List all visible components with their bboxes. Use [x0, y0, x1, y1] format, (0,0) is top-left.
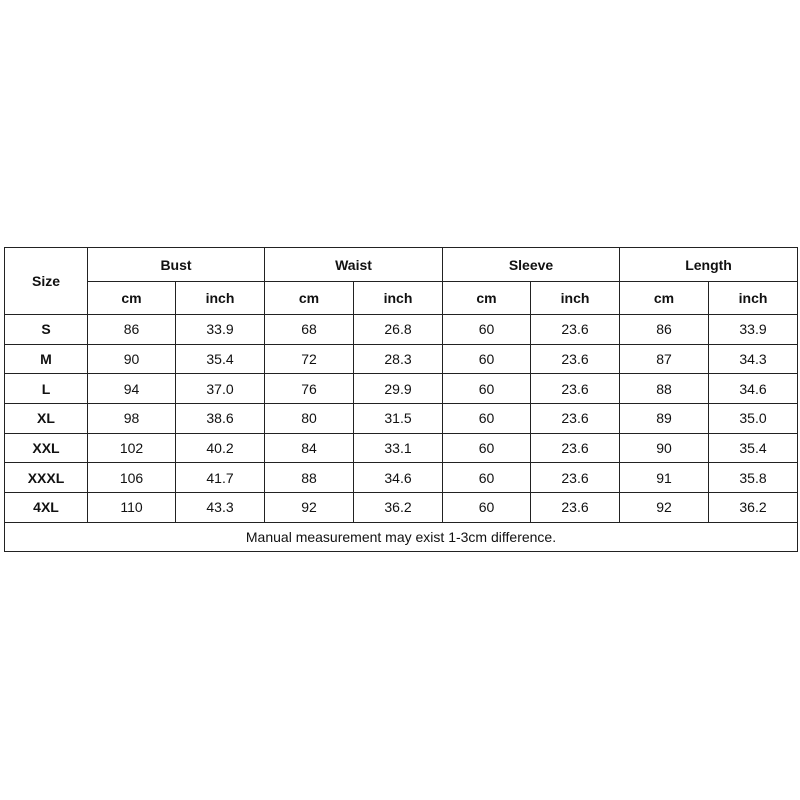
value-cell: 33.9 [175, 314, 265, 345]
value-cell: 90 [619, 432, 710, 464]
unit-header: inch [175, 281, 265, 315]
value-cell: 94 [87, 373, 176, 405]
header-row-groups: Size Bust Waist Sleeve Length [4, 247, 799, 315]
value-cell: 88 [264, 462, 354, 494]
value-cell: 89 [619, 403, 710, 434]
value-cell: 41.7 [175, 462, 265, 494]
size-cell: M [4, 343, 88, 375]
table-row: XXL 102 40.2 84 33.1 60 23.6 90 35.4 [4, 432, 799, 464]
table-row: M 90 35.4 72 28.3 60 23.6 87 34.3 [4, 343, 799, 375]
size-cell: XXL [4, 432, 88, 464]
table-row: XL 98 38.6 80 31.5 60 23.6 89 35.0 [4, 403, 799, 434]
value-cell: 34.6 [708, 373, 799, 405]
size-cell: 4XL [4, 492, 88, 523]
size-cell: XL [4, 403, 88, 434]
group-header-sleeve: Sleeve [442, 247, 621, 282]
unit-header: inch [352, 281, 444, 315]
note-row: Manual measurement may exist 1-3cm diffe… [3, 521, 799, 552]
value-cell: 92 [619, 492, 710, 523]
value-cell: 76 [264, 373, 354, 405]
group-header-length: Length [619, 247, 799, 282]
value-cell: 80 [264, 403, 354, 434]
group-header-bust: Bust [87, 247, 265, 282]
value-cell: 106 [87, 462, 176, 494]
size-cell: XXXL [4, 462, 88, 494]
size-cell: S [4, 314, 88, 345]
value-cell: 90 [87, 343, 176, 375]
unit-header: inch [708, 281, 799, 315]
value-cell: 60 [442, 343, 532, 375]
value-cell: 91 [619, 462, 710, 494]
unit-header: cm [87, 281, 176, 315]
size-cell: L [4, 373, 88, 405]
value-cell: 33.9 [708, 314, 799, 345]
value-cell: 23.6 [530, 314, 621, 345]
group-header-waist: Waist [263, 247, 444, 282]
value-cell: 23.6 [530, 432, 621, 464]
measurement-note: Manual measurement may exist 1-3cm diffe… [3, 521, 799, 552]
value-cell: 60 [442, 432, 532, 464]
unit-header: inch [530, 281, 621, 315]
value-cell: 36.2 [352, 492, 444, 523]
value-cell: 60 [442, 373, 532, 405]
size-chart-table: Size Bust Waist Sleeve Length cm inch cm… [3, 247, 799, 552]
size-header: Size [4, 247, 88, 315]
value-cell: 87 [619, 343, 710, 375]
value-cell: 72 [264, 343, 354, 375]
value-cell: 29.9 [352, 373, 444, 405]
value-cell: 86 [619, 314, 710, 345]
value-cell: 110 [87, 492, 176, 523]
value-cell: 23.6 [530, 492, 621, 523]
value-cell: 23.6 [530, 343, 621, 375]
value-cell: 28.3 [352, 343, 444, 375]
value-cell: 60 [442, 462, 532, 494]
value-cell: 38.6 [175, 403, 265, 434]
value-cell: 36.2 [708, 492, 799, 523]
value-cell: 40.2 [175, 432, 265, 464]
value-cell: 84 [264, 432, 354, 464]
table-row: L 94 37.0 76 29.9 60 23.6 88 34.6 [4, 373, 799, 405]
value-cell: 98 [87, 403, 176, 434]
value-cell: 26.8 [352, 314, 444, 345]
value-cell: 35.4 [175, 343, 265, 375]
value-cell: 60 [442, 403, 532, 434]
unit-header: cm [264, 281, 354, 315]
value-cell: 35.0 [708, 403, 799, 434]
table-row: 4XL 110 43.3 92 36.2 60 23.6 92 36.2 [4, 492, 799, 523]
value-cell: 88 [619, 373, 710, 405]
value-cell: 102 [87, 432, 176, 464]
value-cell: 60 [442, 492, 532, 523]
table-row: S 86 33.9 68 26.8 60 23.6 86 33.9 [4, 314, 799, 345]
value-cell: 86 [87, 314, 176, 345]
value-cell: 37.0 [175, 373, 265, 405]
value-cell: 68 [264, 314, 354, 345]
value-cell: 23.6 [530, 403, 621, 434]
table-row: XXXL 106 41.7 88 34.6 60 23.6 91 35.8 [4, 462, 799, 494]
value-cell: 43.3 [175, 492, 265, 523]
value-cell: 35.4 [708, 432, 799, 464]
value-cell: 34.3 [708, 343, 799, 375]
value-cell: 23.6 [530, 373, 621, 405]
unit-header: cm [619, 281, 710, 315]
header-row-units: cm inch cm inch cm inch cm inch [5, 281, 799, 315]
value-cell: 31.5 [352, 403, 444, 434]
value-cell: 92 [264, 492, 354, 523]
value-cell: 33.1 [352, 432, 444, 464]
value-cell: 60 [442, 314, 532, 345]
value-cell: 34.6 [352, 462, 444, 494]
value-cell: 35.8 [708, 462, 799, 494]
unit-header: cm [442, 281, 532, 315]
value-cell: 23.6 [530, 462, 621, 494]
